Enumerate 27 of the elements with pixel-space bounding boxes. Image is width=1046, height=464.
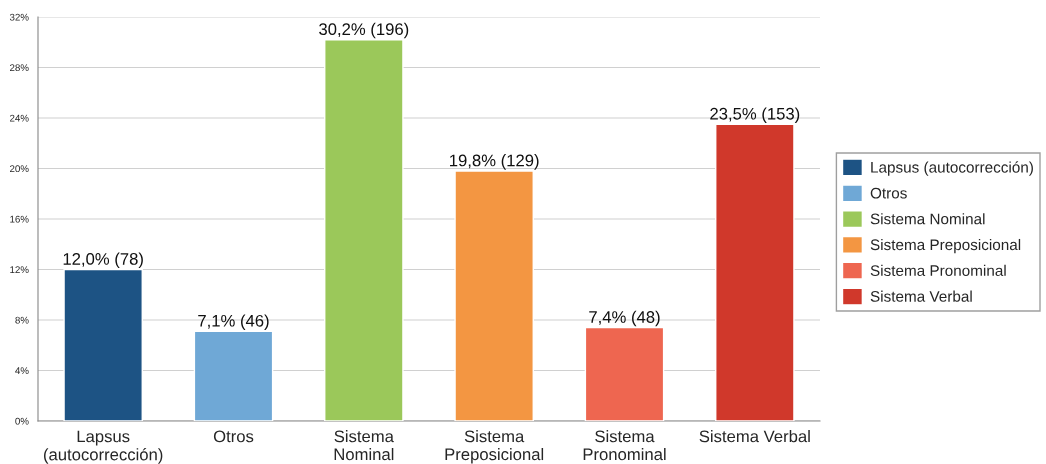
y-tick-label: 28%: [10, 64, 29, 72]
legend-label: Sistema Preposicional: [870, 238, 1021, 254]
legend-label: Sistema Pronominal: [870, 264, 1006, 276]
data-label: 7,1% (46): [198, 314, 269, 330]
data-label: 12,0% (78): [63, 252, 143, 269]
legend-label: Otros: [870, 187, 907, 199]
data-label: 19,8% (129): [450, 154, 539, 170]
data-label: 30,2% (196): [319, 22, 409, 39]
data-label: 7,4% (48): [589, 310, 660, 327]
x-tick-label: Sistema Nominal: [334, 430, 394, 461]
y-tick-label: 8%: [15, 316, 29, 324]
y-tick-label: 4%: [15, 367, 29, 375]
x-tick-label: Sistema Verbal: [699, 430, 810, 443]
x-tick-label: Lapsus (autocorrección): [44, 430, 163, 464]
y-tick-label: 32%: [9, 13, 29, 21]
legend-label: Sistema Nominal: [870, 213, 985, 225]
y-tick-label: 12%: [10, 266, 29, 274]
y-tick-label: 0%: [15, 417, 29, 425]
data-label: 23,5% (153): [710, 107, 800, 123]
legend-label: Lapsus (autocorrección): [871, 161, 1033, 176]
y-tick-label: 24%: [10, 114, 29, 122]
legend-label: Sistema Verbal: [870, 290, 972, 302]
x-tick-label: Sistema Pronominal: [583, 430, 666, 461]
x-tick-label: Otros: [213, 430, 254, 443]
y-tick-label: 20%: [10, 165, 29, 173]
y-tick-label: 16%: [10, 215, 29, 223]
x-tick-label: Sistema Preposicional: [445, 430, 544, 464]
